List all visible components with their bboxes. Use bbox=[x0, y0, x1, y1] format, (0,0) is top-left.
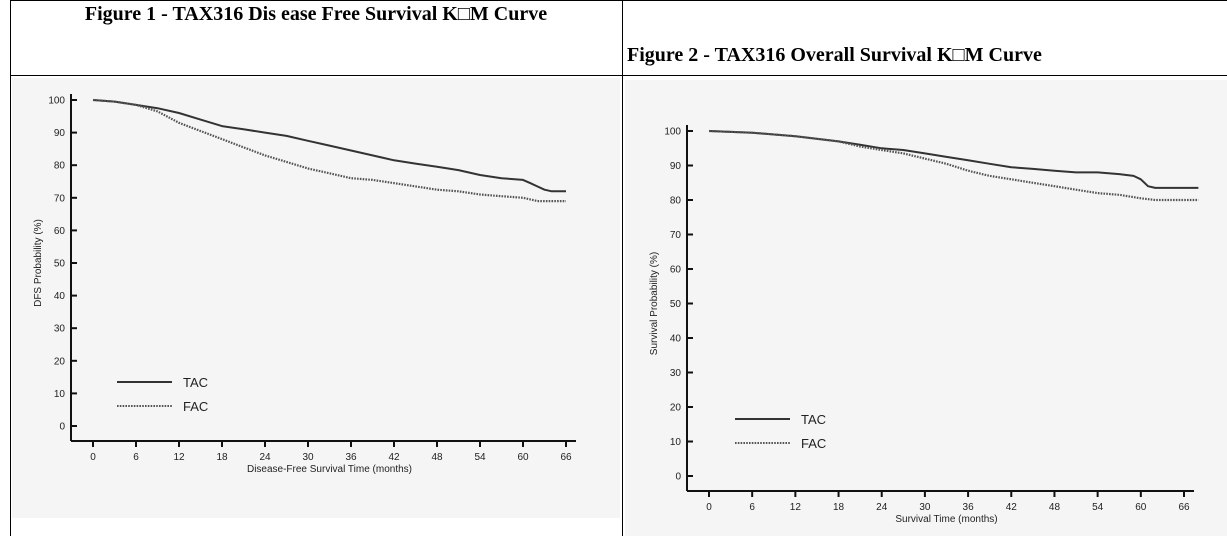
figure-1-title: Figure 1 - TAX316 Dis ease Free Survival… bbox=[84, 3, 548, 25]
table-border-middle bbox=[622, 0, 623, 536]
x-tick-label: 6 bbox=[133, 452, 139, 463]
legend-label-fac: FAC bbox=[801, 436, 826, 451]
legend-label-tac: TAC bbox=[183, 375, 208, 390]
y-tick-label: 40 bbox=[670, 334, 682, 345]
x-tick-label: 6 bbox=[749, 502, 755, 513]
x-axis-label: Survival Time (months) bbox=[895, 514, 997, 525]
y-tick-label: 20 bbox=[54, 356, 66, 367]
chart-background bbox=[12, 78, 620, 518]
y-tick-label: 10 bbox=[670, 437, 682, 448]
y-tick-label: 20 bbox=[670, 403, 682, 414]
chart-1-svg: 0 10 20 30 40 50 60 70 80 90 100 0 6 12 18 24 30 36 42 48 54… bbox=[12, 78, 620, 518]
x-tick-label: 18 bbox=[216, 452, 228, 463]
y-tick-label: 70 bbox=[54, 193, 66, 204]
y-tick-label: 40 bbox=[54, 291, 66, 302]
y-tick-label: 30 bbox=[670, 368, 682, 379]
y-tick-label: 60 bbox=[54, 226, 66, 237]
y-tick-label: 30 bbox=[54, 324, 66, 335]
series-line-fac bbox=[92, 98, 566, 203]
table-border-row-divider bbox=[10, 75, 1227, 76]
series-line-fac bbox=[708, 129, 1199, 202]
chart-figure-1: 0 10 20 30 40 50 60 70 80 90 100 0 6 12 18 24 30 36 42 48 54… bbox=[12, 78, 620, 518]
series-line-tac bbox=[708, 130, 1199, 189]
y-tick-label: 80 bbox=[670, 196, 682, 207]
table-border-top bbox=[10, 0, 1227, 1]
x-tick-label: 24 bbox=[259, 452, 271, 463]
x-tick-label: 30 bbox=[302, 452, 314, 463]
x-tick-label: 24 bbox=[876, 502, 888, 513]
x-tick-label: 42 bbox=[388, 452, 400, 463]
x-tick-label: 54 bbox=[474, 452, 486, 463]
legend-label-tac: TAC bbox=[801, 412, 826, 427]
x-tick-label: 66 bbox=[1178, 502, 1190, 513]
table-border-left bbox=[10, 0, 11, 536]
x-tick-label: 42 bbox=[1006, 502, 1018, 513]
y-tick-label: 10 bbox=[54, 389, 66, 400]
series-line-tac bbox=[92, 99, 566, 193]
x-tick-label: 60 bbox=[1135, 502, 1147, 513]
y-tick-label: 100 bbox=[48, 96, 65, 107]
y-tick-label: 80 bbox=[54, 161, 66, 172]
y-tick-label: 70 bbox=[670, 230, 682, 241]
y-axis-label: Survival Probability (%) bbox=[649, 252, 660, 355]
y-tick-label: 60 bbox=[670, 265, 682, 276]
x-tick-label: 54 bbox=[1092, 502, 1104, 513]
x-tick-label: 18 bbox=[833, 502, 845, 513]
chart-2-svg: 0 10 20 30 40 50 60 70 80 90 100 0 6 12 18 24 30 36 42 48 54… bbox=[625, 80, 1227, 536]
y-tick-label: 50 bbox=[54, 259, 66, 270]
x-axis-label: Disease-Free Survival Time (months) bbox=[247, 464, 412, 475]
y-tick-label: 100 bbox=[664, 127, 681, 138]
y-tick-label: 0 bbox=[675, 472, 681, 483]
y-tick-label: 0 bbox=[59, 422, 65, 433]
x-tick-label: 36 bbox=[345, 452, 357, 463]
x-tick-label: 60 bbox=[517, 452, 529, 463]
y-axis-label: DFS Probability (%) bbox=[33, 219, 44, 307]
figure-2-title: Figure 2 - TAX316 Overall Survival K□M C… bbox=[627, 44, 1042, 66]
x-tick-label: 0 bbox=[90, 452, 96, 463]
x-tick-label: 12 bbox=[790, 502, 802, 513]
y-tick-label: 50 bbox=[670, 299, 682, 310]
x-tick-label: 0 bbox=[706, 502, 712, 513]
x-tick-label: 48 bbox=[431, 452, 443, 463]
x-tick-label: 30 bbox=[919, 502, 931, 513]
x-tick-label: 66 bbox=[560, 452, 572, 463]
x-tick-label: 36 bbox=[963, 502, 975, 513]
legend-label-fac: FAC bbox=[183, 399, 208, 414]
chart-figure-2: 0 10 20 30 40 50 60 70 80 90 100 0 6 12 18 24 30 36 42 48 54… bbox=[625, 80, 1227, 536]
y-tick-label: 90 bbox=[54, 128, 66, 139]
x-tick-label: 12 bbox=[173, 452, 185, 463]
x-tick-label: 48 bbox=[1049, 502, 1061, 513]
y-tick-label: 90 bbox=[670, 161, 682, 172]
chart-background bbox=[625, 80, 1227, 536]
